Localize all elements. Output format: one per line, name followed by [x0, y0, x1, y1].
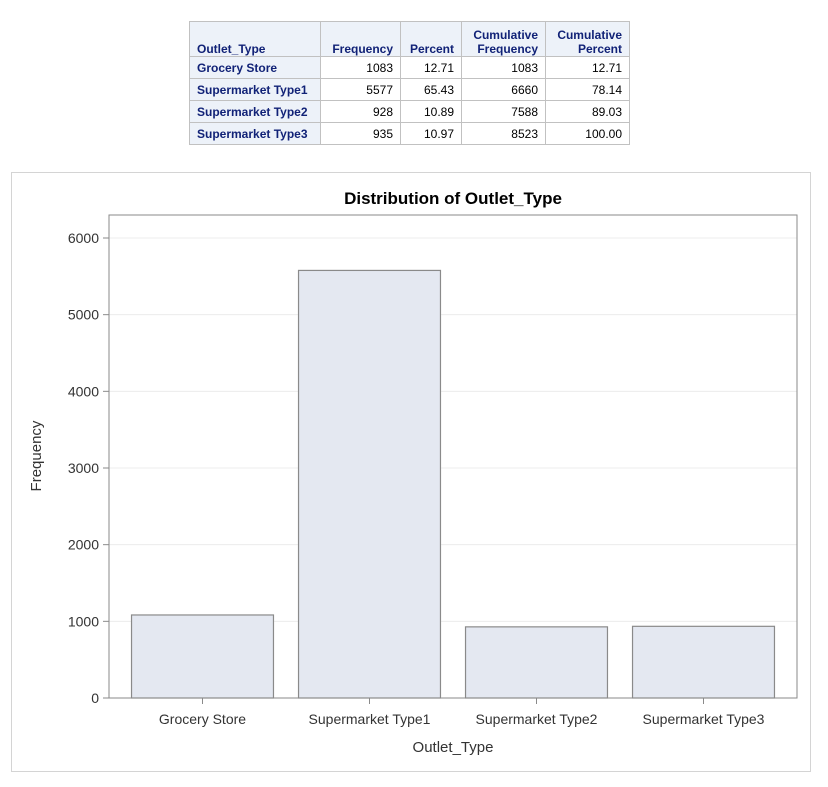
- header-outlet-type: Outlet_Type: [189, 21, 321, 57]
- row-label: Supermarket Type1: [189, 78, 321, 101]
- y-tick-label: 1000: [68, 613, 99, 629]
- bar-supermarket-type3: [631, 625, 776, 699]
- frequency-cell: 935: [320, 122, 401, 145]
- header-cum-pct-line1: Cumulative: [557, 28, 622, 42]
- table-header-row: Outlet_Type Frequency Percent Cumulative…: [189, 21, 630, 57]
- chart-panel: Distribution of Outlet_Type 0 1000 2000 300…: [11, 172, 811, 772]
- table-row: Supermarket Type3 935 10.97 8523 100.00: [189, 122, 630, 145]
- y-tick-label: 4000: [68, 383, 99, 399]
- percent-cell: 10.89: [400, 100, 462, 123]
- header-cumulative-percent: Cumulative Percent: [545, 21, 630, 57]
- y-tick-label: 3000: [68, 460, 99, 476]
- x-tick-label: Supermarket Type3: [643, 711, 765, 727]
- percent-cell: 65.43: [400, 78, 462, 101]
- x-axis: Grocery Store Supermarket Type1 Supermarke…: [159, 698, 765, 727]
- y-axis: 0 1000 2000 3000 4000 5000 6000: [68, 230, 109, 706]
- bar-chart: Distribution of Outlet_Type 0 1000 2000 300…: [28, 189, 798, 756]
- header-cum-pct-line2: Percent: [577, 42, 622, 56]
- x-tick-label: Supermarket Type2: [476, 711, 598, 727]
- bar-supermarket-type2: [464, 626, 609, 699]
- plot-area-frame: [108, 214, 798, 699]
- cumulative-percent-cell: 89.03: [545, 100, 630, 123]
- bars: [130, 269, 776, 699]
- bar-supermarket-type1: [297, 269, 442, 699]
- table-row: Supermarket Type2 928 10.89 7588 89.03: [189, 100, 630, 123]
- table-row: Grocery Store 1083 12.71 1083 12.71: [189, 56, 630, 79]
- chart-title: Distribution of Outlet_Type: [344, 189, 562, 208]
- cumulative-frequency-cell: 7588: [461, 100, 546, 123]
- y-tick-label: 6000: [68, 230, 99, 246]
- percent-cell: 12.71: [400, 56, 462, 79]
- x-tick-label: Supermarket Type1: [309, 711, 431, 727]
- frequency-cell: 5577: [320, 78, 401, 101]
- row-label: Grocery Store: [189, 56, 321, 79]
- header-frequency: Frequency: [320, 21, 401, 57]
- x-tick-label: Grocery Store: [159, 711, 246, 727]
- header-cum-freq-line1: Cumulative: [473, 28, 538, 42]
- header-cum-freq-line2: Frequency: [477, 42, 538, 56]
- percent-cell: 10.97: [400, 122, 462, 145]
- cumulative-percent-cell: 12.71: [545, 56, 630, 79]
- row-label: Supermarket Type2: [189, 100, 321, 123]
- x-axis-label: Outlet_Type: [413, 739, 494, 756]
- row-label: Supermarket Type3: [189, 122, 321, 145]
- frequency-cell: 928: [320, 100, 401, 123]
- cumulative-frequency-cell: 1083: [461, 56, 546, 79]
- cumulative-percent-cell: 78.14: [545, 78, 630, 101]
- table-row: Supermarket Type1 5577 65.43 6660 78.14: [189, 78, 630, 101]
- bar-grocery-store: [130, 614, 275, 699]
- frequency-cell: 1083: [320, 56, 401, 79]
- y-tick-label: 5000: [68, 307, 99, 323]
- cumulative-percent-cell: 100.00: [545, 122, 630, 145]
- frequency-table: Outlet_Type Frequency Percent Cumulative…: [189, 21, 630, 145]
- y-tick-label: 2000: [68, 537, 99, 553]
- cumulative-frequency-cell: 8523: [461, 122, 546, 145]
- y-axis-label: Frequency: [28, 420, 45, 491]
- header-percent: Percent: [400, 21, 462, 57]
- header-cumulative-frequency: Cumulative Frequency: [461, 21, 546, 57]
- gridlines: [109, 237, 797, 622]
- y-tick-label: 0: [91, 690, 99, 706]
- cumulative-frequency-cell: 6660: [461, 78, 546, 101]
